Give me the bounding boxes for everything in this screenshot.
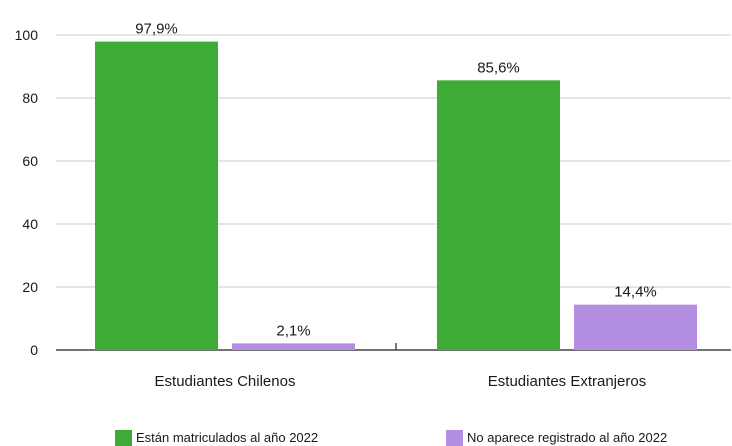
legend-label: Están matriculados al año 2022 — [136, 430, 318, 445]
y-tick-label: 60 — [22, 153, 38, 169]
legend-item: No aparece registrado al año 2022 — [446, 430, 667, 446]
y-tick-label: 40 — [22, 216, 38, 232]
data-label: 2,1% — [276, 322, 310, 339]
bar-no-registrado-extranjeros — [574, 304, 697, 350]
legend-label: No aparece registrado al año 2022 — [467, 430, 667, 445]
x-axis-categories: Estudiantes Chilenos Estudiantes Extranje… — [155, 373, 647, 390]
data-label: 97,9% — [135, 21, 178, 38]
x-category-label: Estudiantes Chilenos — [155, 373, 296, 390]
y-tick-label: 20 — [22, 279, 38, 295]
y-axis-ticks: 0 20 40 60 80 100 — [15, 27, 39, 358]
x-category-label: Estudiantes Extranjeros — [488, 373, 646, 390]
data-label: 85,6% — [477, 59, 520, 76]
legend: Están matriculados al año 2022 No aparece… — [115, 430, 667, 446]
y-tick-label: 0 — [30, 342, 38, 358]
bar-no-registrado-chilenos — [232, 343, 355, 350]
data-label: 14,4% — [614, 284, 657, 301]
bar-matriculados-chilenos — [95, 41, 218, 351]
bars — [95, 41, 697, 351]
legend-swatch — [115, 430, 132, 446]
legend-swatch — [446, 430, 463, 446]
legend-item: Están matriculados al año 2022 — [115, 430, 318, 446]
bar-matriculados-extranjeros — [437, 80, 560, 351]
y-tick-label: 80 — [22, 90, 38, 106]
y-tick-label: 100 — [15, 27, 39, 43]
data-labels: 97,9% 2,1% 85,6% 14,4% — [135, 21, 657, 340]
